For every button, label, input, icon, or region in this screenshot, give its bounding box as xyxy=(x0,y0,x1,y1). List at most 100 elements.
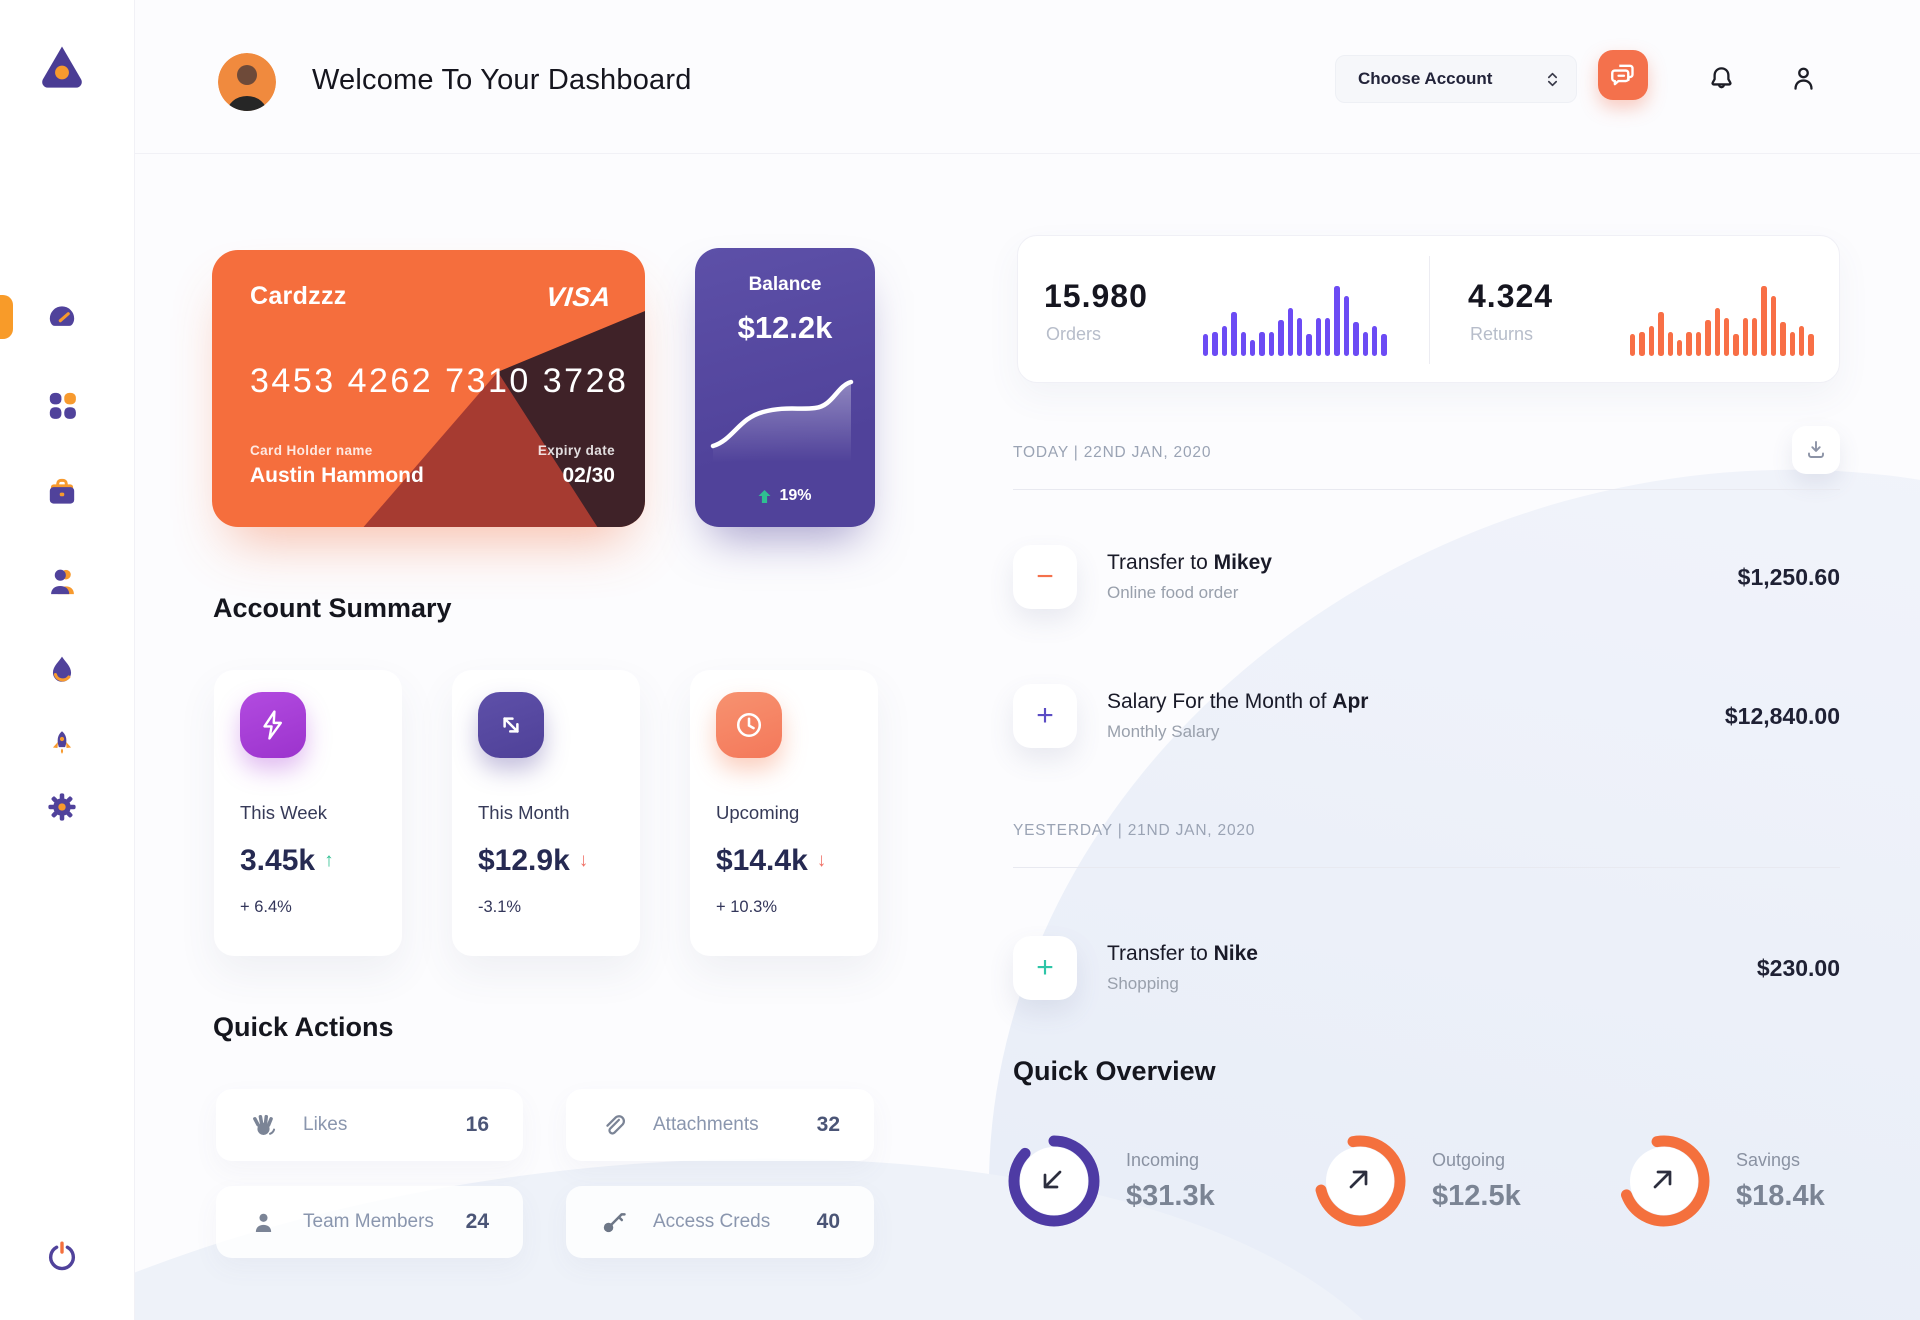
card-number: 3453 4262 7310 3728 xyxy=(250,362,629,400)
summary-label: This Month xyxy=(478,802,570,823)
trend-down-icon: ↓ xyxy=(578,850,589,871)
orders-bar-chart xyxy=(1203,286,1387,356)
plus-icon: + xyxy=(1013,684,1077,748)
quick-action-attachments[interactable]: Attachments 32 xyxy=(566,1089,874,1161)
transaction-title: Transfer to xyxy=(1107,942,1214,965)
sidebar-item-apps[interactable] xyxy=(38,381,86,429)
bar xyxy=(1334,286,1340,356)
quick-action-access-creds[interactable]: Access Creds 40 xyxy=(566,1186,874,1258)
quick-actions-heading: Quick Actions xyxy=(213,1012,394,1042)
savings-donut xyxy=(1618,1135,1710,1227)
bar xyxy=(1630,334,1636,356)
minus-icon: − xyxy=(1013,545,1077,609)
quick-action-count: 32 xyxy=(816,1113,840,1136)
bar xyxy=(1686,332,1692,356)
overview-label: Outgoing xyxy=(1432,1149,1506,1170)
account-selector[interactable]: Choose Account xyxy=(1335,55,1577,103)
overview-label: Incoming xyxy=(1126,1149,1200,1170)
logout-button[interactable] xyxy=(38,1232,86,1280)
bar xyxy=(1648,325,1655,356)
date-group-yesterday: YESTERDAY | 21ND JAN, 2020 xyxy=(1013,822,1256,839)
sidebar-item-team[interactable] xyxy=(38,558,86,606)
member-icon xyxy=(255,1213,272,1232)
bar xyxy=(1667,332,1673,356)
key-icon xyxy=(603,1212,626,1232)
quick-action-label: Team Members xyxy=(303,1211,434,1232)
list-divider xyxy=(1013,867,1840,868)
clock-icon xyxy=(716,692,782,758)
quick-action-count: 16 xyxy=(465,1113,489,1136)
bar xyxy=(1287,307,1293,356)
orders-label: Orders xyxy=(1046,324,1102,344)
bar xyxy=(1278,320,1284,356)
transaction-row-salary[interactable]: + Salary For the Month of Apr Monthly Sa… xyxy=(1013,683,1840,749)
sidebar-item-dashboard[interactable] xyxy=(38,293,86,341)
gear-icon xyxy=(48,793,76,821)
avatar-photo xyxy=(218,53,276,111)
quick-action-label: Access Creds xyxy=(653,1211,771,1232)
bar xyxy=(1761,286,1767,356)
transaction-title: Salary For the Month of xyxy=(1107,690,1333,713)
summary-card-upcoming: Upcoming $14.4k ↓ + 10.3% xyxy=(690,670,878,956)
summary-change: + 10.3% xyxy=(716,898,778,916)
transaction-subtitle: Online food order xyxy=(1107,583,1239,602)
returns-label: Returns xyxy=(1470,324,1534,344)
power-icon xyxy=(49,1241,75,1271)
overview-incoming: Incoming $31.3k xyxy=(1000,1127,1215,1235)
list-divider xyxy=(1013,489,1840,490)
bar xyxy=(1353,321,1359,356)
arrow-down-left-icon xyxy=(1043,1170,1062,1189)
transaction-amount: $12,840.00 xyxy=(1724,702,1840,729)
sidebar-item-activity[interactable] xyxy=(38,646,86,694)
flame-icon xyxy=(52,656,72,682)
active-nav-indicator xyxy=(0,295,13,339)
bar xyxy=(1770,295,1777,356)
outgoing-donut xyxy=(1314,1135,1406,1227)
date-group-today: TODAY | 22ND JAN, 2020 xyxy=(1013,444,1212,461)
bar xyxy=(1723,318,1730,356)
sidebar-item-work[interactable] xyxy=(38,468,86,516)
hand-icon xyxy=(253,1114,276,1135)
summary-label: Upcoming xyxy=(716,802,800,823)
bar xyxy=(1315,318,1322,356)
bar xyxy=(1306,334,1312,356)
bar xyxy=(1240,332,1246,356)
balance-value: $12.2k xyxy=(737,310,833,345)
quick-action-team-members[interactable]: Team Members 24 xyxy=(216,1186,523,1258)
download-icon xyxy=(1808,441,1824,458)
balance-card: Balance $12.2k 19% xyxy=(695,248,875,527)
chat-button[interactable] xyxy=(1598,50,1648,100)
notifications-button[interactable] xyxy=(1706,63,1736,93)
bar xyxy=(1381,334,1387,356)
bar xyxy=(1639,332,1645,356)
sidebar-item-boost[interactable] xyxy=(38,721,86,769)
trend-down-icon: ↓ xyxy=(816,850,827,871)
transaction-subtitle: Monthly Salary xyxy=(1107,722,1220,741)
profile-button[interactable] xyxy=(1788,63,1818,93)
overview-value: $18.4k xyxy=(1736,1179,1825,1212)
quick-action-count: 40 xyxy=(816,1210,840,1233)
incoming-donut xyxy=(1008,1135,1100,1227)
paperclip-icon xyxy=(606,1114,625,1135)
transaction-row-mikey[interactable]: − Transfer to Mikey Online food order $1… xyxy=(1013,544,1840,610)
bar xyxy=(1325,318,1331,356)
bar xyxy=(1705,320,1711,356)
transaction-row-nike[interactable]: + Transfer to Nike Shopping $230.00 xyxy=(1013,935,1840,1001)
bar xyxy=(1752,318,1758,356)
sidebar-item-settings[interactable] xyxy=(38,783,86,831)
bar xyxy=(1808,334,1814,356)
bar xyxy=(1249,339,1256,356)
bar xyxy=(1221,325,1228,356)
orders-value: 15.980 xyxy=(1044,278,1148,314)
transaction-title: Transfer to xyxy=(1107,551,1214,574)
quick-action-count: 24 xyxy=(465,1210,489,1233)
download-button[interactable] xyxy=(1792,426,1840,474)
returns-value: 4.324 xyxy=(1468,278,1554,314)
quick-action-likes[interactable]: Likes 16 xyxy=(216,1089,523,1161)
speedometer-icon xyxy=(49,306,75,326)
overview-value: $12.5k xyxy=(1432,1179,1521,1212)
summary-card-this-week: This Week 3.45k ↑ + 6.4% xyxy=(214,670,402,956)
account-selector-label: Choose Account xyxy=(1358,69,1493,88)
overview-outgoing: Outgoing $12.5k xyxy=(1306,1127,1521,1235)
